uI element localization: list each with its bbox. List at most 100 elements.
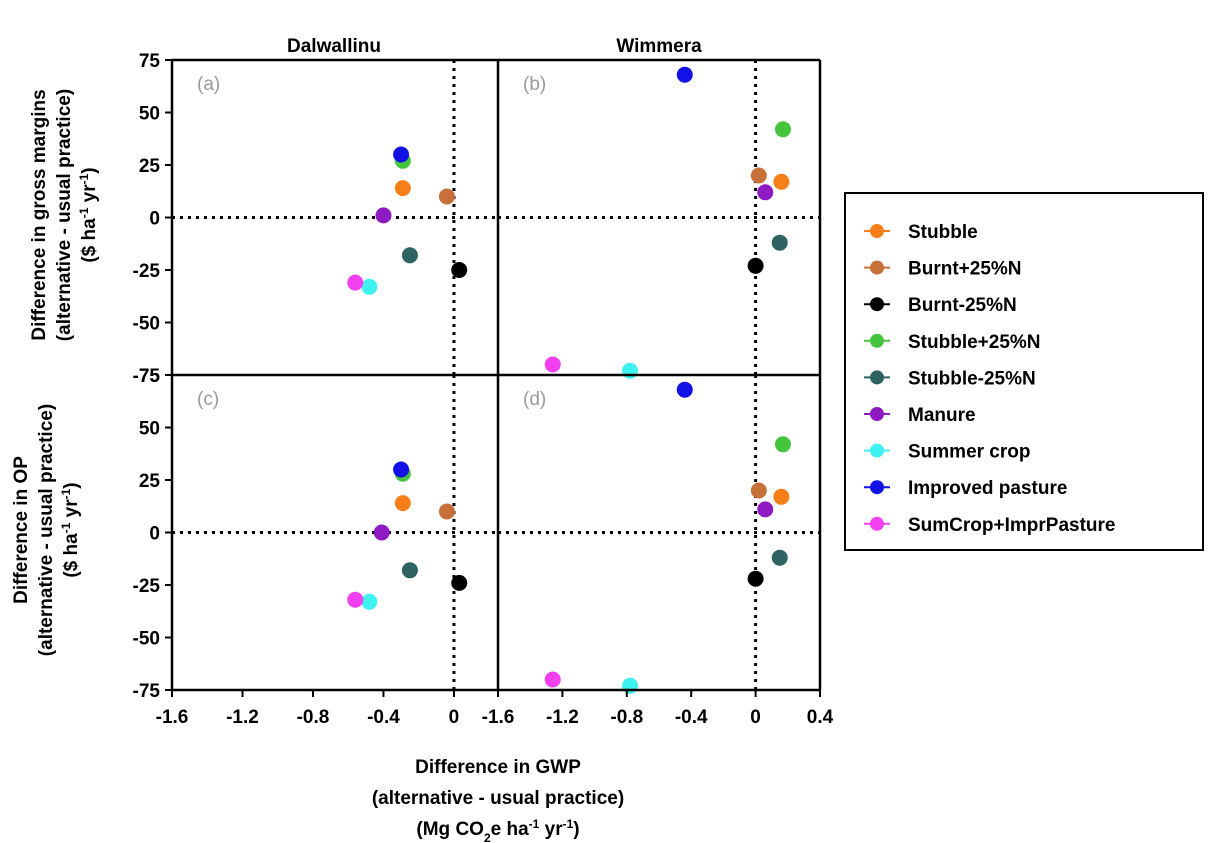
- point-burnt-25-n: [751, 168, 767, 184]
- point-stubble-25-n: [402, 562, 418, 578]
- x-axis-title: Difference in GWP (alternative - usual p…: [372, 757, 624, 843]
- column-title-dalwallinu: Dalwallinu: [287, 36, 381, 57]
- y-tick-label: -25: [133, 576, 161, 597]
- y-tick-label: 75: [139, 366, 161, 387]
- point-stubble: [773, 174, 789, 190]
- legend-marker: [870, 370, 884, 384]
- y-axis-title-line3: ($ ha-1 yr-1): [59, 482, 82, 577]
- x-tick-label: -0.8: [610, 707, 643, 728]
- legend-label: Summer crop: [908, 442, 1030, 463]
- point-stubble-25-n: [775, 436, 791, 452]
- legend-marker: [870, 297, 884, 311]
- point-sumcrop-imprpasture: [347, 275, 363, 291]
- point-sumcrop-imprpasture: [347, 592, 363, 608]
- y-tick-label: 25: [139, 156, 161, 177]
- panel-b: (b): [498, 60, 820, 379]
- plot-panels: (a) (b) (c) (d): [172, 60, 820, 694]
- point-improved-pasture: [677, 382, 693, 398]
- y-tick-label: -25: [133, 261, 161, 282]
- x-tick-label: -0.4: [367, 707, 400, 728]
- y-axis-title-line1: Difference in gross margins: [29, 89, 50, 340]
- legend-marker: [870, 334, 884, 348]
- legend-marker: [870, 444, 884, 458]
- y-tick-label: 75: [139, 51, 161, 72]
- point-burnt-25-n: [439, 504, 455, 520]
- point-improved-pasture: [393, 147, 409, 163]
- panel-d: (d): [498, 375, 820, 694]
- x-axis-title-line2: (alternative - usual practice): [372, 788, 624, 809]
- y-axis-title-line3: ($ ha-1 yr-1): [77, 167, 100, 262]
- point-sumcrop-imprpasture: [545, 672, 561, 688]
- y-axis-title-gross-margins: Difference in gross margins (alternative…: [29, 89, 100, 341]
- legend-label: Stubble+25%N: [908, 332, 1041, 353]
- x-tick-label: -1.2: [546, 707, 579, 728]
- y-axis-title-line2: (alternative - usual practice): [36, 404, 57, 656]
- x-tick-label: -1.6: [482, 707, 515, 728]
- point-summer-crop: [622, 678, 638, 694]
- legend-marker: [870, 407, 884, 421]
- point-improved-pasture: [393, 462, 409, 478]
- y-tick-label: 0: [149, 524, 160, 545]
- y-axis-title-line2: (alternative - usual practice): [54, 89, 75, 341]
- legend-label: Improved pasture: [908, 478, 1067, 499]
- y-tick-label: 0: [149, 209, 160, 230]
- legend-label: Burnt+25%N: [908, 259, 1022, 280]
- plot-frame: [172, 60, 820, 690]
- point-stubble-25-n: [772, 550, 788, 566]
- column-title-wimmera: Wimmera: [616, 36, 702, 57]
- point-improved-pasture: [677, 67, 693, 83]
- point-stubble-25-n: [775, 121, 791, 137]
- point-burnt-25-n: [751, 483, 767, 499]
- point-manure: [757, 501, 773, 517]
- point-stubble: [773, 489, 789, 505]
- y-tick-label: -50: [133, 314, 160, 335]
- legend-marker: [870, 517, 884, 531]
- x-tick-label: -1.2: [226, 707, 259, 728]
- point-burnt-25-n: [439, 189, 455, 205]
- panel-a: (a): [172, 60, 498, 375]
- panel-c: (c): [172, 375, 498, 690]
- point-stubble-25-n: [402, 247, 418, 263]
- point-stubble-25-n: [772, 235, 788, 251]
- point-stubble: [395, 495, 411, 511]
- x-tick-label: 0: [750, 707, 761, 728]
- point-stubble: [395, 180, 411, 196]
- x-tick-label: -0.8: [297, 707, 330, 728]
- point-summer-crop: [361, 594, 377, 610]
- point-manure: [757, 184, 773, 200]
- point-burnt-25-n: [451, 575, 467, 591]
- legend-label: Stubble: [908, 222, 978, 243]
- legend-label: Burnt-25%N: [908, 295, 1017, 316]
- point-summer-crop: [361, 279, 377, 295]
- y-tick-label: 25: [139, 471, 161, 492]
- legend-marker: [870, 224, 884, 238]
- panel-label: (c): [197, 389, 219, 410]
- legend: Stubble Burnt+25%N Burnt-25%N Stubble+25%N S…: [845, 193, 1203, 550]
- y-axis-title-op: Difference in OP (alternative - usual pr…: [11, 404, 82, 656]
- point-sumcrop-imprpasture: [545, 357, 561, 373]
- panel-label: (d): [523, 389, 546, 410]
- point-burnt-25-n: [451, 262, 467, 278]
- point-summer-crop: [622, 363, 638, 379]
- y-tick-label: -50: [133, 629, 160, 650]
- y-tick-label: 50: [139, 419, 160, 440]
- legend-marker: [870, 480, 884, 494]
- x-tick-label: -0.4: [675, 707, 708, 728]
- point-burnt-25-n: [748, 571, 764, 587]
- point-burnt-25-n: [748, 258, 764, 274]
- y-tick-label: 50: [139, 104, 160, 125]
- x-tick-label: 0.4: [807, 707, 834, 728]
- legend-label: Stubble-25%N: [908, 368, 1036, 389]
- legend-marker: [870, 261, 884, 275]
- point-manure: [375, 207, 391, 223]
- x-tick-labels: -1.6 -1.2 -0.8 -0.4 0 -1.6 -1.2 -0.8 -0.4 0 0.4: [156, 690, 834, 728]
- y-tick-label: -75: [133, 681, 161, 702]
- x-tick-label: 0: [449, 707, 460, 728]
- legend-label: Manure: [908, 405, 976, 426]
- legend-label: SumCrop+ImprPasture: [908, 515, 1115, 536]
- y-axis-title-line1: Difference in OP: [11, 456, 32, 604]
- panel-label: (a): [197, 74, 220, 95]
- x-tick-label: -1.6: [156, 707, 189, 728]
